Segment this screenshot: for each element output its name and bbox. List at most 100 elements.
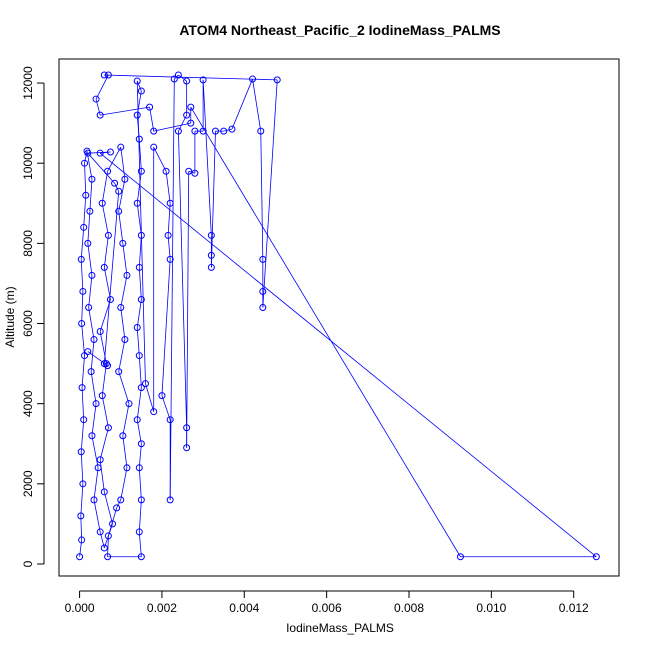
series-line-segment (101, 363, 107, 396)
series-line-segment (87, 152, 115, 184)
series-line-segment (99, 152, 597, 558)
data-point (150, 143, 158, 151)
series-line-segment (91, 435, 99, 468)
series-line-segment (83, 195, 87, 228)
data-point (113, 504, 121, 512)
series-line-segment (80, 259, 84, 292)
series-line-segment (138, 467, 142, 500)
data-point (259, 287, 267, 295)
data-point (78, 320, 86, 328)
data-point (166, 496, 174, 504)
data-point (166, 199, 174, 207)
data-point (100, 544, 108, 552)
data-point (174, 127, 182, 135)
series-line-segment (118, 179, 126, 212)
data-point (115, 187, 123, 195)
data-point (100, 263, 108, 271)
data-point (137, 553, 145, 561)
data-point (135, 263, 143, 271)
x-tick-label: 0.010 (476, 601, 506, 615)
series-line-segment (138, 235, 142, 268)
data-point (183, 424, 191, 432)
series-line-segment (114, 183, 120, 192)
data-point (119, 432, 127, 440)
data-point (115, 368, 123, 376)
data-point (135, 528, 143, 536)
data-point (158, 392, 166, 400)
plot-frame (58, 58, 620, 577)
x-tick-label: 0.012 (559, 601, 589, 615)
data-point (84, 348, 92, 356)
data-point (174, 71, 182, 79)
data-point (88, 175, 96, 183)
series-line-segment (120, 307, 126, 340)
series-line-segment (136, 299, 142, 328)
series-line-segment (138, 355, 142, 388)
data-point (106, 148, 114, 156)
data-point (207, 251, 215, 259)
series-line-segment (108, 507, 118, 537)
data-point (90, 336, 98, 344)
data-point (104, 362, 112, 370)
series-line-segment (80, 483, 84, 516)
data-point (183, 111, 191, 119)
data-point (79, 287, 87, 295)
data-point (123, 464, 131, 472)
series-line-segment (103, 491, 113, 524)
data-point (88, 271, 96, 279)
data-point (135, 464, 143, 472)
data-point (111, 179, 119, 187)
data-point (259, 255, 267, 263)
data-point (273, 76, 281, 84)
series-line-segment (153, 146, 167, 172)
series-line-segment (120, 147, 126, 180)
data-point (117, 303, 125, 311)
data-point (100, 488, 108, 496)
data-point (133, 77, 141, 85)
series-line-segment (118, 211, 124, 244)
series-line-segment (103, 191, 120, 364)
series-line-segment (136, 171, 142, 204)
series-line-segment (223, 128, 233, 132)
y-tick-label: 6000 (21, 310, 35, 337)
data-point (106, 295, 114, 303)
data-point (77, 255, 85, 263)
series-line-segment (145, 383, 155, 412)
data-point (133, 111, 141, 119)
data-point (119, 239, 127, 247)
series-line-segment (136, 387, 142, 420)
series-line-segment (136, 419, 142, 444)
series-line-segment (84, 151, 88, 164)
series-line-segment (202, 79, 212, 236)
data-point (185, 167, 193, 175)
x-tick-label: 0.006 (312, 601, 342, 615)
data-point (592, 553, 600, 561)
series-line-segment (87, 151, 111, 154)
data-point (164, 231, 172, 239)
data-point (96, 328, 104, 336)
y-tick-label: 10000 (21, 146, 35, 180)
data-point (166, 255, 174, 263)
x-tick-label: 0.004 (229, 601, 259, 615)
series-line-segment (95, 74, 109, 100)
data-point (170, 75, 178, 83)
data-point (121, 336, 129, 344)
data-point (199, 127, 207, 135)
data-point (78, 536, 86, 544)
series-line-segment (161, 259, 171, 396)
data-point (104, 167, 112, 175)
data-point (77, 512, 85, 520)
data-point (133, 199, 141, 207)
series-line-segment (84, 163, 87, 196)
data-point (80, 223, 88, 231)
series-line-segment (101, 171, 108, 204)
series-line-segment (120, 275, 128, 308)
series-line-segment (167, 203, 171, 236)
y-tick-label: 12000 (21, 66, 35, 100)
data-point (80, 416, 88, 424)
data-point (162, 167, 170, 175)
data-point (104, 532, 112, 540)
series-line-segment (103, 267, 111, 300)
series-line-segment (186, 171, 190, 448)
